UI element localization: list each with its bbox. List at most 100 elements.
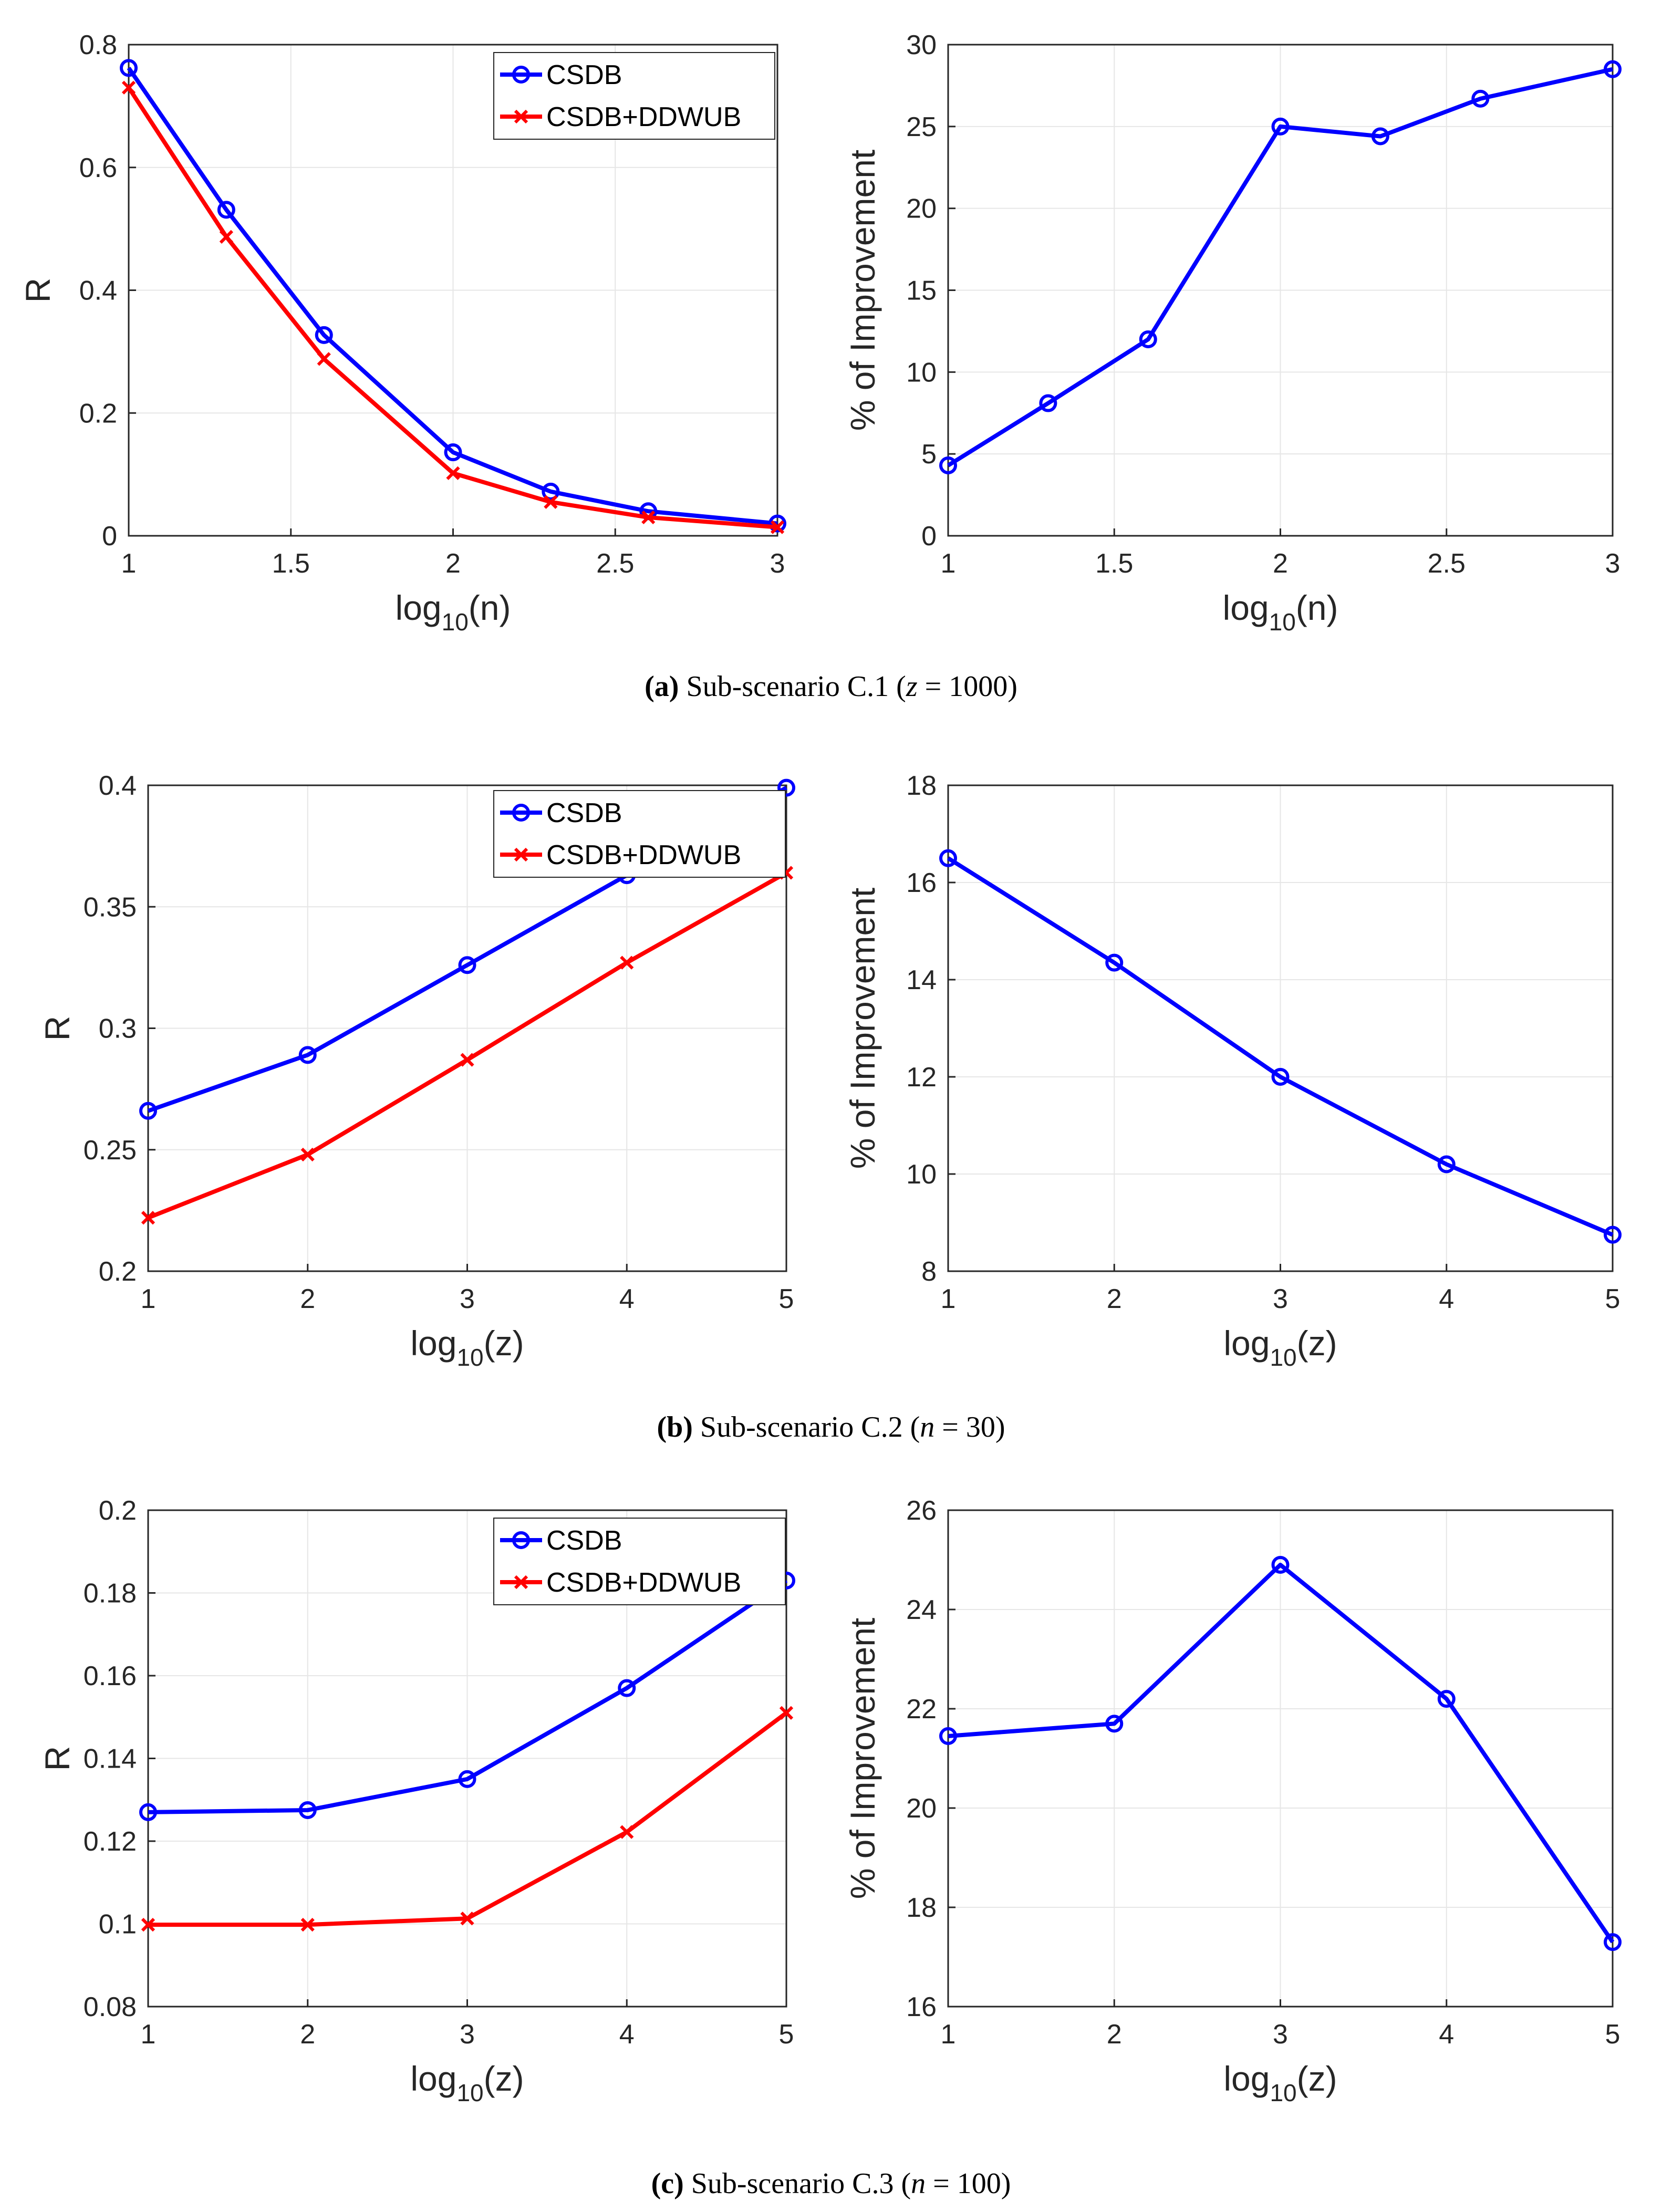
x-axis-label-argument: (z) — [484, 2059, 524, 2098]
legend-marker-csdb — [512, 1531, 530, 1549]
data-point-csdb — [1437, 1690, 1456, 1708]
x-tick-label: 3 — [1273, 2019, 1288, 2050]
data-point-csdb-ddwub-stroke-2 — [770, 520, 785, 534]
legend-box — [493, 790, 786, 878]
x-tick-label: 1 — [941, 548, 956, 579]
y-axis-label: % of Improvement — [843, 150, 882, 431]
legend: CSDB CSDB+DDWUB — [493, 52, 775, 140]
y-tick-label: 0 — [921, 521, 937, 552]
data-point-csdb — [1271, 1555, 1290, 1574]
data-point-csdb — [1604, 1226, 1622, 1244]
x-axis-label-base: log — [410, 1324, 456, 1363]
data-point-csdb-ddwub-stroke-2 — [460, 1053, 474, 1067]
x-axis-label: log10(z) — [410, 1324, 524, 1371]
x-tick-label: 1.5 — [1095, 548, 1133, 579]
y-tick-label: 0.16 — [84, 1661, 137, 1691]
legend-marker-csdb-ddwub — [514, 847, 528, 862]
x-axis-label-subscript: 10 — [456, 2079, 483, 2106]
data-point-csdb — [1105, 1715, 1124, 1733]
data-point-csdb-ddwub — [141, 1211, 155, 1225]
data-point-csdb-ddwub — [446, 466, 460, 480]
data-point-csdb — [1471, 89, 1490, 108]
y-axis-label: R — [38, 1746, 77, 1771]
legend-marker-csdb — [512, 66, 530, 84]
y-tick-label: 0.2 — [79, 398, 117, 429]
y-tick-label: 0.14 — [84, 1744, 137, 1774]
y-tick-label: 0.08 — [84, 1992, 137, 2022]
legend-label-csdb-ddwub: CSDB+DDWUB — [546, 840, 741, 870]
x-axis-label-subscript: 10 — [1269, 608, 1296, 636]
legend-marker-csdb-ddwub-stroke-2 — [514, 847, 528, 862]
y-tick-label: 0.3 — [99, 1014, 137, 1044]
data-point-csdb — [315, 326, 333, 344]
data-point-csdb-ddwub-stroke-2 — [620, 1825, 634, 1839]
legend: CSDB CSDB+DDWUB — [493, 1518, 786, 1605]
y-tick-label: 30 — [906, 30, 937, 60]
data-point-csdb-ddwub-stroke-2 — [544, 495, 558, 509]
legend-label-csdb: CSDB — [546, 60, 622, 90]
x-axis-label: log10(n) — [1223, 588, 1338, 636]
data-point-csdb — [1039, 394, 1057, 412]
data-point-csdb — [1604, 1933, 1622, 1951]
data-point-csdb-ddwub-stroke-2 — [121, 80, 136, 95]
data-point-csdb — [217, 201, 235, 219]
panel-a-left: 1 1.5 2 2.5 3 0 0.2 0.4 0.6 0.8 log10(n) R CSDB CSDB+… — [18, 30, 786, 636]
plot-frame — [947, 1509, 1614, 2008]
legend-marker-csdb-ddwub — [514, 1575, 528, 1590]
x-tick-label: 4 — [619, 1284, 635, 1314]
data-point-csdb-ddwub — [460, 1053, 474, 1067]
y-tick-label: 10 — [906, 1159, 937, 1190]
y-tick-label: 0 — [102, 521, 117, 552]
data-point-csdb-ddwub — [779, 1706, 794, 1720]
y-tick-label: 8 — [921, 1256, 937, 1287]
x-tick-label: 1 — [141, 2019, 156, 2050]
x-axis-label-subscript: 10 — [442, 608, 469, 636]
x-axis-label-base: log — [396, 588, 442, 627]
legend-label-csdb: CSDB — [546, 798, 622, 828]
y-tick-label: 25 — [906, 112, 937, 142]
x-tick-label: 3 — [460, 1284, 475, 1314]
y-axis-label: % of Improvement — [843, 1618, 882, 1899]
x-axis-label-argument: (n) — [469, 588, 511, 627]
plot-frame — [128, 44, 778, 537]
data-point-csdb — [777, 778, 795, 797]
caption-c: (c) Sub-scenario C.3 (n = 100) — [651, 2167, 1011, 2200]
x-tick-label: 2.5 — [596, 548, 634, 579]
data-point-csdb-ddwub-stroke-2 — [141, 1917, 155, 1932]
y-tick-label: 0.35 — [84, 892, 137, 922]
y-axis-label: R — [18, 278, 57, 303]
x-tick-label: 1 — [141, 1284, 156, 1314]
x-tick-label: 3 — [1273, 1284, 1288, 1314]
x-axis-label-base: log — [1223, 588, 1269, 627]
legend-label-csdb: CSDB — [546, 1525, 622, 1556]
data-point-csdb — [1371, 127, 1389, 146]
y-tick-label: 0.12 — [84, 1826, 137, 1857]
plot-frame — [947, 44, 1614, 537]
legend-marker-csdb-ddwub-stroke-2 — [514, 1575, 528, 1590]
x-tick-label: 5 — [1605, 2019, 1621, 2050]
data-point-csdb — [939, 456, 957, 474]
data-point-csdb — [298, 1046, 317, 1064]
x-tick-label: 5 — [1605, 1284, 1621, 1314]
panel-c-right: 1 2 3 4 5 16 18 20 22 24 26 log10(z) % of Improvemen… — [843, 1496, 1622, 2106]
y-axis-label: R — [38, 1016, 77, 1041]
x-tick-label: 5 — [779, 2019, 794, 2050]
data-point-csdb-ddwub-stroke-2 — [446, 466, 460, 480]
data-point-csdb-ddwub-stroke-2 — [779, 1706, 794, 1720]
x-axis-label-subscript: 10 — [456, 1344, 483, 1371]
x-tick-label: 2 — [1107, 2019, 1122, 2050]
series-line-csdb — [127, 67, 778, 526]
y-tick-label: 12 — [906, 1062, 937, 1093]
x-axis-label: log10(z) — [410, 2059, 524, 2106]
legend-marker-csdb — [512, 804, 530, 822]
chart-panels: 1 1.5 2 2.5 300.20.40.60.8log10(n)RCSDBCSDB+… — [18, 30, 1622, 2106]
x-tick-label: 4 — [1439, 1284, 1454, 1314]
y-tick-label: 16 — [906, 868, 937, 898]
data-point-csdb-ddwub-stroke-2 — [317, 352, 331, 366]
y-tick-label: 14 — [906, 965, 937, 995]
data-point-csdb-ddwub — [641, 510, 656, 525]
x-tick-label: 3 — [1605, 548, 1621, 579]
x-tick-label: 2 — [1273, 548, 1288, 579]
